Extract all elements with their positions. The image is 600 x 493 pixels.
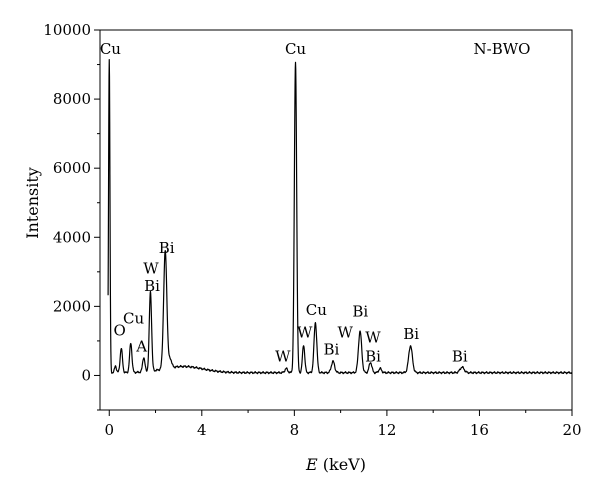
peak-label: W bbox=[275, 348, 291, 366]
peak-label: Bi bbox=[452, 348, 468, 366]
x-tick-label: 4 bbox=[197, 421, 207, 439]
peak-label: Bi bbox=[352, 303, 368, 321]
y-tick-label: 6000 bbox=[53, 159, 91, 177]
peak-label: W bbox=[143, 260, 159, 278]
x-tick-label: 16 bbox=[470, 421, 489, 439]
y-tick-label: 4000 bbox=[53, 228, 91, 246]
y-tick-label: 2000 bbox=[53, 297, 91, 315]
peak-label: Bi bbox=[159, 239, 175, 257]
spectrum-line bbox=[107, 59, 573, 375]
x-tick-label: 12 bbox=[377, 421, 396, 439]
x-axis-title: E (keV) bbox=[305, 455, 366, 474]
peak-label: Cu bbox=[306, 301, 327, 319]
peak-label: Bi bbox=[403, 325, 419, 343]
x-tick-label: 8 bbox=[290, 421, 300, 439]
peak-label: Bi bbox=[365, 348, 381, 366]
peak-label: Bi bbox=[144, 277, 160, 295]
peak-label: Cu bbox=[285, 40, 306, 58]
x-tick-label: 0 bbox=[104, 421, 114, 439]
peak-label: W bbox=[338, 323, 354, 341]
peak-label: Bi bbox=[323, 341, 339, 359]
y-tick-label: 0 bbox=[81, 366, 91, 384]
peak-label: W bbox=[297, 323, 313, 341]
axis-ticks: 0 4 8 12 16 20 0 2000 4000 6000 8000 10000 bbox=[43, 21, 581, 439]
peak-label: W bbox=[365, 329, 381, 347]
peak-label: O bbox=[114, 322, 126, 340]
plot-frame bbox=[99, 29, 573, 411]
peak-label: A bbox=[135, 337, 147, 355]
peak-label: Cu bbox=[123, 310, 144, 328]
y-tick-label: 10000 bbox=[43, 21, 91, 39]
x-tick-label: 20 bbox=[562, 421, 581, 439]
y-axis-title: Intensity bbox=[23, 167, 42, 239]
peak-label: Cu bbox=[100, 40, 121, 58]
legend-label: N-BWO bbox=[474, 40, 531, 58]
y-tick-label: 8000 bbox=[53, 90, 91, 108]
